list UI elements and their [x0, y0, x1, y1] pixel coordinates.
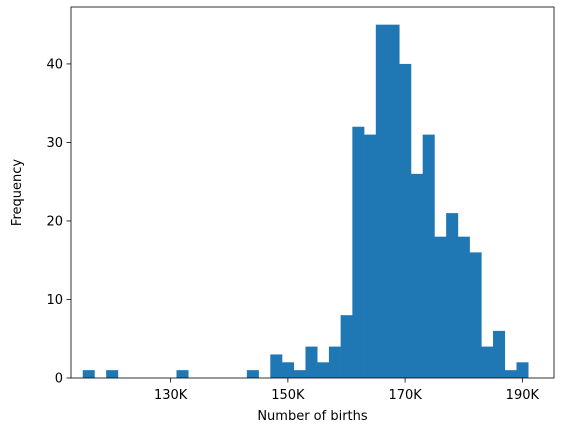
histogram-bar — [328, 346, 341, 378]
plot-frame — [70, 6, 555, 379]
x-tick-label: 130K — [154, 388, 188, 403]
y-tick-label: 30 — [46, 136, 63, 151]
histogram-bar — [340, 315, 353, 378]
histogram-bar — [446, 213, 459, 378]
y-axis-ticks: 0 10 20 30 40 — [46, 57, 71, 387]
x-tick-label: 150K — [271, 388, 305, 403]
histogram-bar — [493, 330, 506, 378]
x-tick-label: 170K — [388, 388, 422, 403]
histogram-bar — [399, 63, 412, 378]
histogram-bar — [434, 236, 447, 378]
histogram-bar — [176, 370, 189, 378]
histogram-bar — [282, 362, 295, 378]
histogram-bar — [106, 370, 119, 378]
histogram-bar — [375, 24, 388, 379]
histogram-bar — [305, 346, 318, 378]
histogram-bar — [352, 126, 365, 378]
x-axis-label: Number of births — [257, 409, 368, 424]
histogram-bar — [469, 252, 482, 378]
histogram-bar — [457, 236, 470, 378]
histogram-bar — [410, 173, 423, 378]
x-tick-label: 190K — [506, 388, 540, 403]
histogram-bar — [317, 362, 330, 378]
y-axis-label: Frequency — [10, 159, 25, 226]
histogram-bar — [516, 362, 529, 378]
y-tick-label: 0 — [55, 372, 63, 387]
x-axis-ticks: 130K 150K 170K 190K — [154, 378, 540, 403]
y-tick-label: 10 — [46, 293, 63, 308]
histogram-bar — [387, 24, 400, 379]
bars-group — [82, 24, 529, 379]
histogram-bar — [293, 370, 306, 378]
histogram-bar — [504, 370, 517, 378]
histogram-bar — [422, 134, 435, 378]
histogram-bar — [82, 370, 95, 378]
y-tick-label: 40 — [46, 57, 63, 72]
histogram-bar — [481, 346, 494, 378]
y-tick-label: 20 — [46, 214, 63, 229]
histogram-bar — [270, 354, 283, 378]
histogram-bar — [246, 370, 259, 378]
histogram-bar — [364, 134, 377, 378]
